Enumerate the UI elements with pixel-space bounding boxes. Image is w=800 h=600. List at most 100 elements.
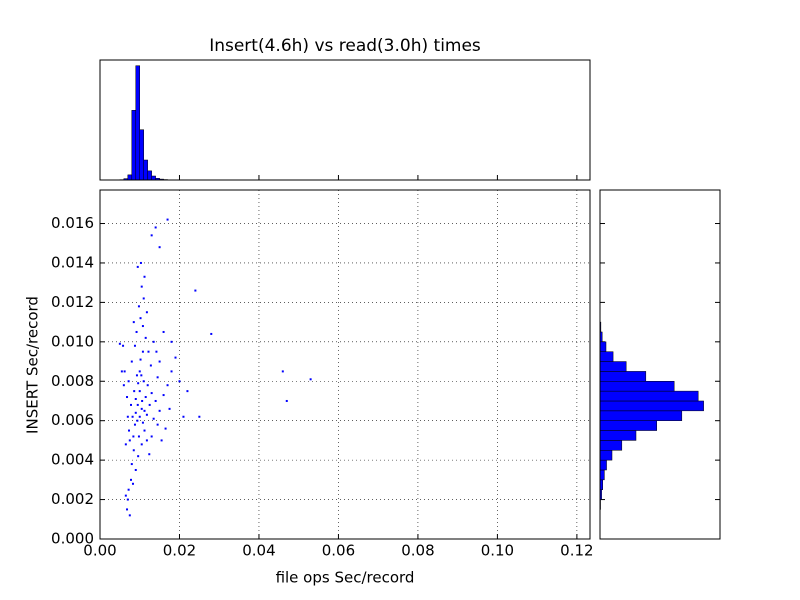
point — [149, 364, 152, 367]
point — [144, 396, 147, 399]
point — [137, 382, 140, 385]
point — [133, 344, 136, 347]
histogram-bar — [599, 410, 683, 421]
point — [130, 360, 133, 363]
point — [158, 360, 161, 363]
point — [140, 407, 143, 410]
histogram-bar — [147, 170, 152, 181]
point — [146, 384, 149, 387]
histogram-bar — [131, 110, 137, 181]
point — [126, 498, 129, 501]
point — [158, 409, 161, 412]
y-tick-label: 0.004 — [51, 451, 94, 469]
point — [127, 488, 130, 491]
point — [140, 285, 143, 288]
point — [145, 311, 148, 314]
x-tick-label: 0.06 — [322, 542, 355, 560]
point — [152, 417, 155, 420]
point — [134, 411, 137, 414]
point — [132, 321, 135, 324]
histogram-bar — [599, 390, 699, 402]
point — [139, 358, 142, 361]
point — [138, 370, 141, 373]
point — [134, 398, 137, 401]
histogram-bar — [599, 361, 627, 372]
point — [133, 390, 136, 393]
point — [168, 407, 171, 410]
point — [130, 463, 133, 466]
histogram-bar — [127, 174, 133, 181]
histogram-bar — [599, 420, 657, 431]
point — [148, 453, 151, 456]
point — [150, 392, 153, 395]
x-tick-label: 0.00 — [83, 542, 116, 560]
y-tick-label: 0.016 — [51, 214, 94, 232]
x-tick-label: 0.08 — [401, 542, 434, 560]
point — [135, 330, 138, 333]
point — [155, 350, 158, 353]
histogram-bar — [599, 430, 637, 441]
point — [141, 350, 144, 353]
point — [129, 478, 132, 481]
point — [186, 390, 189, 393]
y-axis-label: INSERT Sec/record — [24, 296, 42, 434]
point — [131, 482, 134, 485]
histogram-bar — [135, 65, 140, 181]
x-tick-label: 0.04 — [242, 542, 275, 560]
axes-frame — [599, 189, 721, 540]
point — [140, 443, 143, 446]
point — [139, 261, 142, 264]
point — [132, 435, 135, 438]
point — [164, 427, 167, 430]
point — [128, 429, 131, 432]
y-tick-label: 0.008 — [51, 372, 94, 390]
point — [145, 439, 148, 442]
x-tick-label: 0.10 — [481, 542, 514, 560]
point — [156, 376, 159, 379]
x-axis-label: file ops Sec/record — [276, 569, 415, 587]
point — [134, 468, 137, 471]
point — [128, 439, 131, 442]
histogram-bar — [139, 129, 144, 181]
point — [122, 384, 125, 387]
point — [132, 449, 135, 452]
point — [162, 330, 165, 333]
point — [166, 218, 169, 221]
point — [143, 409, 146, 412]
point — [166, 384, 169, 387]
point — [140, 374, 143, 377]
point — [158, 246, 161, 249]
point — [120, 370, 123, 373]
histogram-bar — [599, 341, 607, 352]
point — [136, 265, 139, 268]
x-tick-label: 0.02 — [163, 542, 196, 560]
x-tick-label: 0.12 — [560, 542, 593, 560]
point — [210, 332, 213, 335]
point — [160, 439, 163, 442]
point — [133, 423, 136, 426]
y-tick-label: 0.014 — [51, 253, 94, 271]
point — [124, 494, 127, 497]
y-tick-label: 0.006 — [51, 411, 94, 429]
histogram-bar — [599, 400, 704, 412]
y-tick-label: 0.002 — [51, 490, 94, 508]
point — [143, 429, 146, 432]
point — [178, 380, 181, 383]
point — [129, 403, 132, 406]
point — [285, 399, 288, 402]
point — [137, 305, 140, 308]
point — [123, 370, 126, 373]
point — [162, 394, 165, 397]
histogram-bar — [599, 469, 605, 481]
histogram-bar — [599, 450, 613, 461]
point — [144, 336, 147, 339]
point — [142, 297, 145, 300]
point — [141, 421, 144, 424]
point — [147, 350, 150, 353]
point — [182, 415, 185, 418]
axes-frame — [99, 189, 591, 540]
point — [194, 289, 197, 292]
point — [143, 275, 146, 278]
point — [138, 415, 141, 418]
